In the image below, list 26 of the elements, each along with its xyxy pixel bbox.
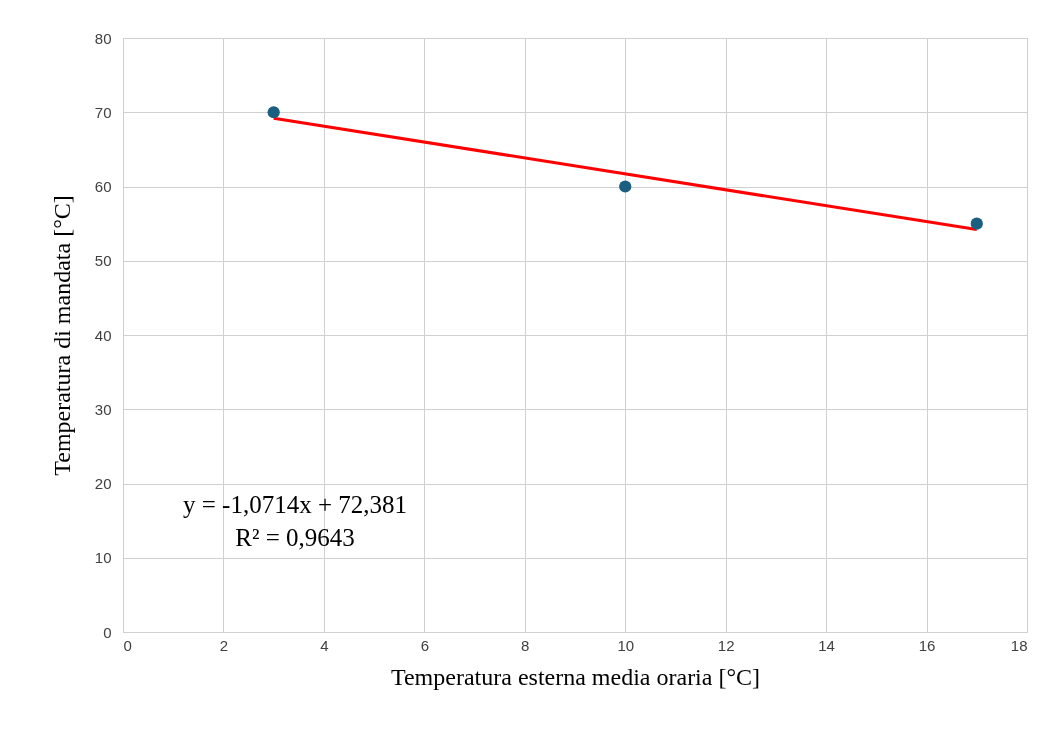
y-tick-label: 20 [94,475,112,492]
x-tick-label: 18 [1010,636,1028,654]
annotation: y = -1,0714x + 72,381 [182,491,408,518]
y-tick-label: 10 [94,549,112,567]
y-tick-label: 80 [94,29,112,47]
x-tick-label: 12 [717,636,735,654]
y-tick-label: 70 [94,103,112,121]
point [970,217,983,230]
y-axis-title: Temperatura di mandata [°C] [48,195,75,476]
x-tick-label: 16 [918,636,936,654]
x-axis-title: Temperatura esterna media oraria [°C] [390,663,761,690]
x-tick-label: 8 [521,636,530,654]
x-tick-label: 2 [219,636,229,654]
x-tick-label: 4 [320,636,329,654]
y-tick-label: 40 [94,326,112,344]
y-tick-label: 0 [103,623,112,641]
point [619,180,632,193]
x-tick-label: 14 [818,636,835,654]
point [267,106,280,119]
x-tick-label: 10 [617,636,635,654]
y-tick-label: 30 [94,400,112,418]
annotation: R² = 0,9643 [235,524,355,551]
x-tick-label: 6 [420,636,430,654]
x-tick-label: 0 [123,636,132,654]
y-tick-label: 60 [94,178,112,195]
y-tick-label: 50 [94,252,112,270]
